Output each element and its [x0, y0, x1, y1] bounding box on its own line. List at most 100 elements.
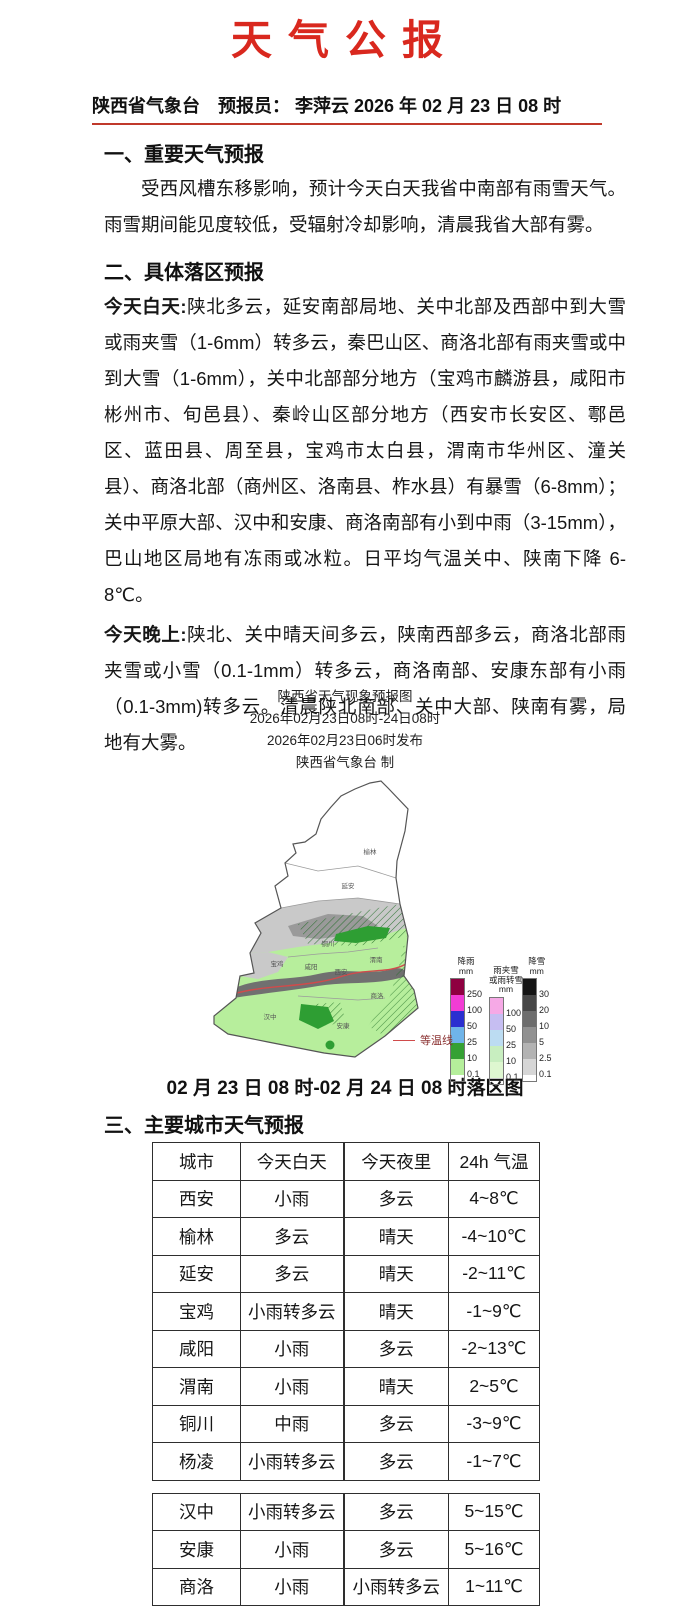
legend-color-segment [451, 1011, 464, 1027]
table-cell: -2~13℃ [449, 1330, 540, 1368]
table-cell: 多云 [344, 1180, 449, 1218]
table-cell: 小雨 [241, 1180, 344, 1218]
map-city-label: 渭南 [370, 955, 384, 964]
legend-tick-label: 0.1 [539, 1066, 552, 1082]
map-city-label: 榆林 [364, 847, 378, 856]
legend-color-segment [490, 1046, 503, 1062]
table-cell: 晴天 [344, 1218, 449, 1256]
day-text: 陕北多云，延安南部局地、关中北部及西部中到大雪或雨夹雪（1-6mm）转多云，秦巴… [104, 296, 626, 605]
legend-color-segment [490, 1062, 503, 1078]
table-cell: 榆林 [153, 1218, 241, 1256]
isoline-legend: 等温线 [393, 1032, 453, 1048]
map-title-line2: 2026年02月23日08时-24日08时 [0, 708, 690, 730]
legend-color-segment [523, 1043, 536, 1059]
table-cell: 小雨 [241, 1330, 344, 1368]
table-cell: 小雨 [241, 1531, 344, 1569]
table-cell: 西安 [153, 1180, 241, 1218]
map-title-block: 陕西省天气现象预报图 2026年02月23日08时-24日08时 2026年02… [0, 686, 690, 774]
legend-color-segment [451, 1059, 464, 1075]
section2-heading: 二、具体落区预报 [104, 256, 624, 285]
table-row: 榆林多云晴天-4~10℃ [153, 1218, 540, 1256]
table-header-cell: 今天夜里 [344, 1143, 449, 1181]
table-cell: 晴天 [344, 1293, 449, 1331]
map-city-label: 商洛 [371, 991, 385, 1000]
legend-color-segment [490, 1014, 503, 1030]
table-cell: -1~7℃ [449, 1443, 540, 1481]
table-cell: 晴天 [344, 1255, 449, 1293]
map-city-label: 延安 [342, 881, 356, 890]
table-cell: 商洛 [153, 1568, 241, 1606]
meta-line: 陕西省气象台 预报员： 李萍云 2026 年 02 月 23 日 08 时 [92, 92, 602, 125]
isoline-label: 等温线 [420, 1032, 453, 1048]
table-cell: 汉中 [153, 1493, 241, 1531]
table-cell: 4~8℃ [449, 1180, 540, 1218]
day-label: 今天白天: [104, 296, 187, 317]
legend-tick-label: 0.1 [467, 1066, 482, 1082]
legend-colorbar [450, 978, 465, 1082]
table-header-cell: 24h 气温 [449, 1143, 540, 1181]
section2-day-paragraph: 今天白天:陕北多云，延安南部局地、关中北部及西部中到大雪或雨夹雪（1-6mm）转… [104, 289, 626, 613]
legend-tick-label: 250 [467, 986, 482, 1002]
table-row: 延安多云晴天-2~11℃ [153, 1255, 540, 1293]
table-cell: 1~11℃ [449, 1568, 540, 1606]
table-row: 咸阳小雨多云-2~13℃ [153, 1330, 540, 1368]
table-cell: 延安 [153, 1255, 241, 1293]
table-cell: 渭南 [153, 1368, 241, 1406]
map-title-line1: 陕西省天气现象预报图 [0, 686, 690, 708]
legend-tick-label: 25 [467, 1034, 482, 1050]
map-city-label: 安康 [337, 1021, 351, 1030]
legend-tick-label: 10 [467, 1050, 482, 1066]
table-cell: 多云 [344, 1493, 449, 1531]
map-and-table-block: 陕西省天气现象预报图 2026年02月23日08时-24日08时 2026年02… [0, 686, 690, 1606]
weather-bulletin-page: { "title": "天气公报", "meta_line": "陕西省气象台 … [0, 6, 690, 1594]
map-city-label: 咸阳 [305, 962, 318, 971]
map-city-label: 宝鸡 [271, 959, 285, 968]
legend-colorbar [489, 997, 504, 1085]
legend-color-segment [490, 1030, 503, 1046]
legend-color-segment [523, 1011, 536, 1027]
legend-tick-label: 0.1 [506, 1069, 521, 1085]
map-title-line4: 陕西省气象台 制 [0, 752, 690, 774]
legend-color-segment [523, 1027, 536, 1043]
legend-colorbar [522, 978, 537, 1082]
legend-tick-label: 50 [506, 1021, 521, 1037]
table-header-cell: 城市 [153, 1143, 241, 1181]
section3-heading: 三、主要城市天气预报 [104, 1109, 624, 1138]
section1-heading: 一、重要天气预报 [104, 138, 624, 167]
legend-tick-label: 25 [506, 1037, 521, 1053]
table-cell: 5~16℃ [449, 1531, 540, 1569]
legend-color-segment [490, 998, 503, 1014]
legend-color-segment [523, 1059, 536, 1075]
table-cell: -4~10℃ [449, 1218, 540, 1256]
legend-tick-label: 5 [539, 1034, 552, 1050]
table-cell: 2~5℃ [449, 1368, 540, 1406]
table-cell: -3~9℃ [449, 1405, 540, 1443]
table-cell: 多云 [344, 1405, 449, 1443]
table-cell: 多云 [241, 1255, 344, 1293]
section1-body: 受西风槽东移影响，预计今天白天我省中南部有雨雪天气。雨雪期间能见度较低，受辐射冷… [104, 171, 626, 243]
isoline-symbol [393, 1040, 415, 1041]
table-cell: 小雨转多云 [241, 1293, 344, 1331]
table-cell: 咸阳 [153, 1330, 241, 1368]
table-cell: 中雨 [241, 1405, 344, 1443]
legend-tick-label: 10 [539, 1018, 552, 1034]
table-cell: 多云 [344, 1531, 449, 1569]
table-row: 宝鸡小雨转多云晴天-1~9℃ [153, 1293, 540, 1331]
legend-tick-label: 50 [467, 1018, 482, 1034]
